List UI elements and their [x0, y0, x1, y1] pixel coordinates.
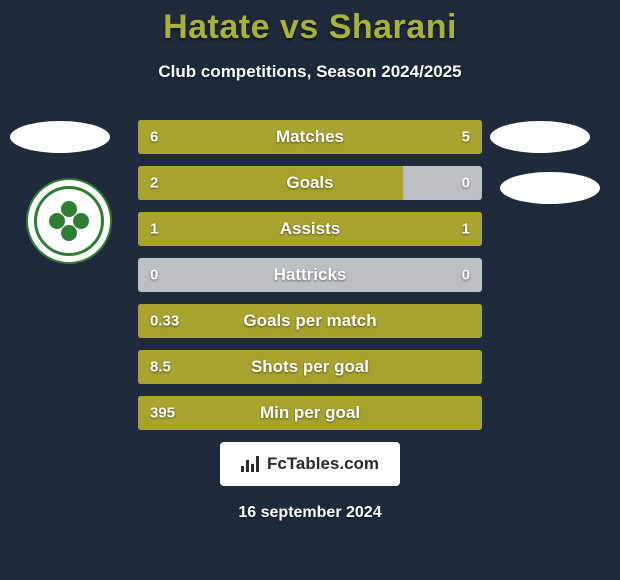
page-title: Hatate vs Sharani — [0, 8, 620, 47]
stat-value-right: 0 — [462, 175, 470, 192]
stat-row: Assists1 1 — [138, 212, 482, 246]
bar-chart-icon — [241, 456, 261, 472]
subtitle: Club competitions, Season 2024/2025 — [0, 62, 620, 82]
stat-value-left: 0.33 — [150, 313, 179, 330]
stat-value-left: 1 — [150, 221, 158, 238]
stat-value-left: 2 — [150, 175, 158, 192]
player-right-oval-2 — [500, 172, 600, 204]
stat-label: Goals — [138, 173, 482, 193]
stat-bars: Matches65Goals20Assists11Hattricks00Goal… — [138, 120, 482, 442]
stat-label: Shots per goal — [138, 357, 482, 377]
stat-row: Min per goal395 — [138, 396, 482, 430]
stat-value-right: 1 — [462, 221, 470, 238]
stat-value-left: 0 — [150, 267, 158, 284]
player-right-oval — [490, 121, 590, 153]
stat-label: Min per goal — [138, 403, 482, 423]
clover-icon — [51, 203, 87, 239]
stat-row: Hattricks0 0 — [138, 258, 482, 292]
stat-value-left: 6 — [150, 129, 158, 146]
player-left-oval — [10, 121, 110, 153]
fctables-logo-text: FcTables.com — [267, 454, 379, 474]
fctables-logo: FcTables.com — [220, 442, 400, 486]
stat-label: Assists — [138, 219, 482, 239]
stat-row: Goals per match0.33 — [138, 304, 482, 338]
stat-value-right: 5 — [462, 129, 470, 146]
stat-value-left: 8.5 — [150, 359, 171, 376]
stat-row: Matches6 5 — [138, 120, 482, 154]
stat-value-left: 395 — [150, 405, 175, 422]
stat-row: Goals2 0 — [138, 166, 482, 200]
stat-value-right: 0 — [462, 267, 470, 284]
stat-label: Hattricks — [138, 265, 482, 285]
stat-label: Goals per match — [138, 311, 482, 331]
stat-label: Matches — [138, 127, 482, 147]
date-text: 16 september 2024 — [0, 504, 620, 522]
club-badge-left — [26, 178, 112, 264]
infographic-canvas: Hatate vs Sharani Club competitions, Sea… — [0, 0, 620, 580]
stat-row: Shots per goal8.5 — [138, 350, 482, 384]
